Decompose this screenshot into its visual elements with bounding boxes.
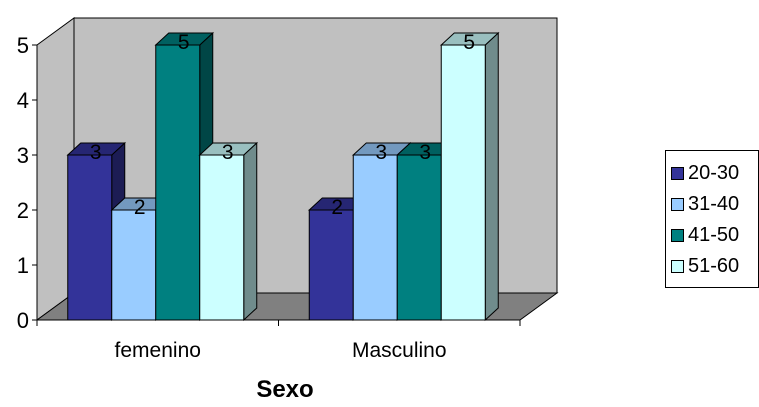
data-label-51-60-femenino: 3	[222, 141, 234, 164]
legend: 20-30 31-40 41-50 51-60	[665, 150, 759, 288]
y-tick-label-0: 0	[17, 308, 29, 333]
legend-label-4: 51-60	[688, 254, 740, 277]
bar-front	[199, 154, 245, 321]
data-label-31-40-Masculino: 3	[375, 141, 387, 164]
bar-front	[352, 154, 398, 321]
data-label-51-60-Masculino: 5	[463, 31, 475, 54]
bar-41-50-femenino	[154, 31, 215, 322]
data-label-31-40-femenino: 2	[134, 196, 146, 219]
bar-front	[396, 154, 442, 321]
legend-swatch-1	[671, 166, 684, 180]
legend-swatch-3	[671, 228, 684, 242]
legend-label-2: 31-40	[688, 192, 740, 215]
bar-front	[111, 209, 157, 321]
bar-front	[308, 209, 354, 321]
bar-front	[440, 44, 486, 321]
bar-side	[484, 31, 499, 322]
bar-front	[67, 154, 113, 321]
data-label-41-50-Masculino: 3	[419, 141, 431, 164]
bar-51-60-Masculino	[439, 31, 500, 322]
data-label-20-30-Masculino: 2	[331, 196, 343, 219]
x-category-label-1: Masculino	[352, 339, 447, 362]
y-tick-label-4: 4	[17, 88, 29, 113]
data-label-41-50-femenino: 5	[178, 31, 190, 54]
x-category-label-0: femenino	[115, 339, 201, 362]
legend-item-3: 41-50	[671, 224, 739, 246]
legend-swatch-2	[671, 197, 684, 211]
legend-swatch-4	[671, 259, 684, 273]
y-tick-label-3: 3	[17, 143, 29, 168]
legend-label-3: 41-50	[688, 223, 740, 246]
y-tick-label-5: 5	[17, 33, 29, 58]
y-tick-label-2: 2	[17, 198, 29, 223]
chart-axes: 0 1 2 3 4 5 femenino Masculino	[17, 33, 521, 362]
x-axis-title: Sexo	[256, 376, 313, 403]
legend-item-2: 31-40	[671, 193, 739, 215]
y-tick-label-1: 1	[17, 253, 29, 278]
chart-bars	[66, 31, 500, 322]
legend-label-1: 20-30	[688, 161, 740, 184]
bar-front	[155, 44, 201, 321]
legend-item-4: 51-60	[671, 255, 739, 277]
legend-item-1: 20-30	[671, 162, 739, 184]
chart-labels: 3 2 5 3 2 3 3 5	[90, 31, 475, 219]
bar-side	[243, 141, 258, 322]
data-label-20-30-femenino: 3	[90, 141, 102, 164]
bar-51-60-femenino	[198, 141, 259, 322]
